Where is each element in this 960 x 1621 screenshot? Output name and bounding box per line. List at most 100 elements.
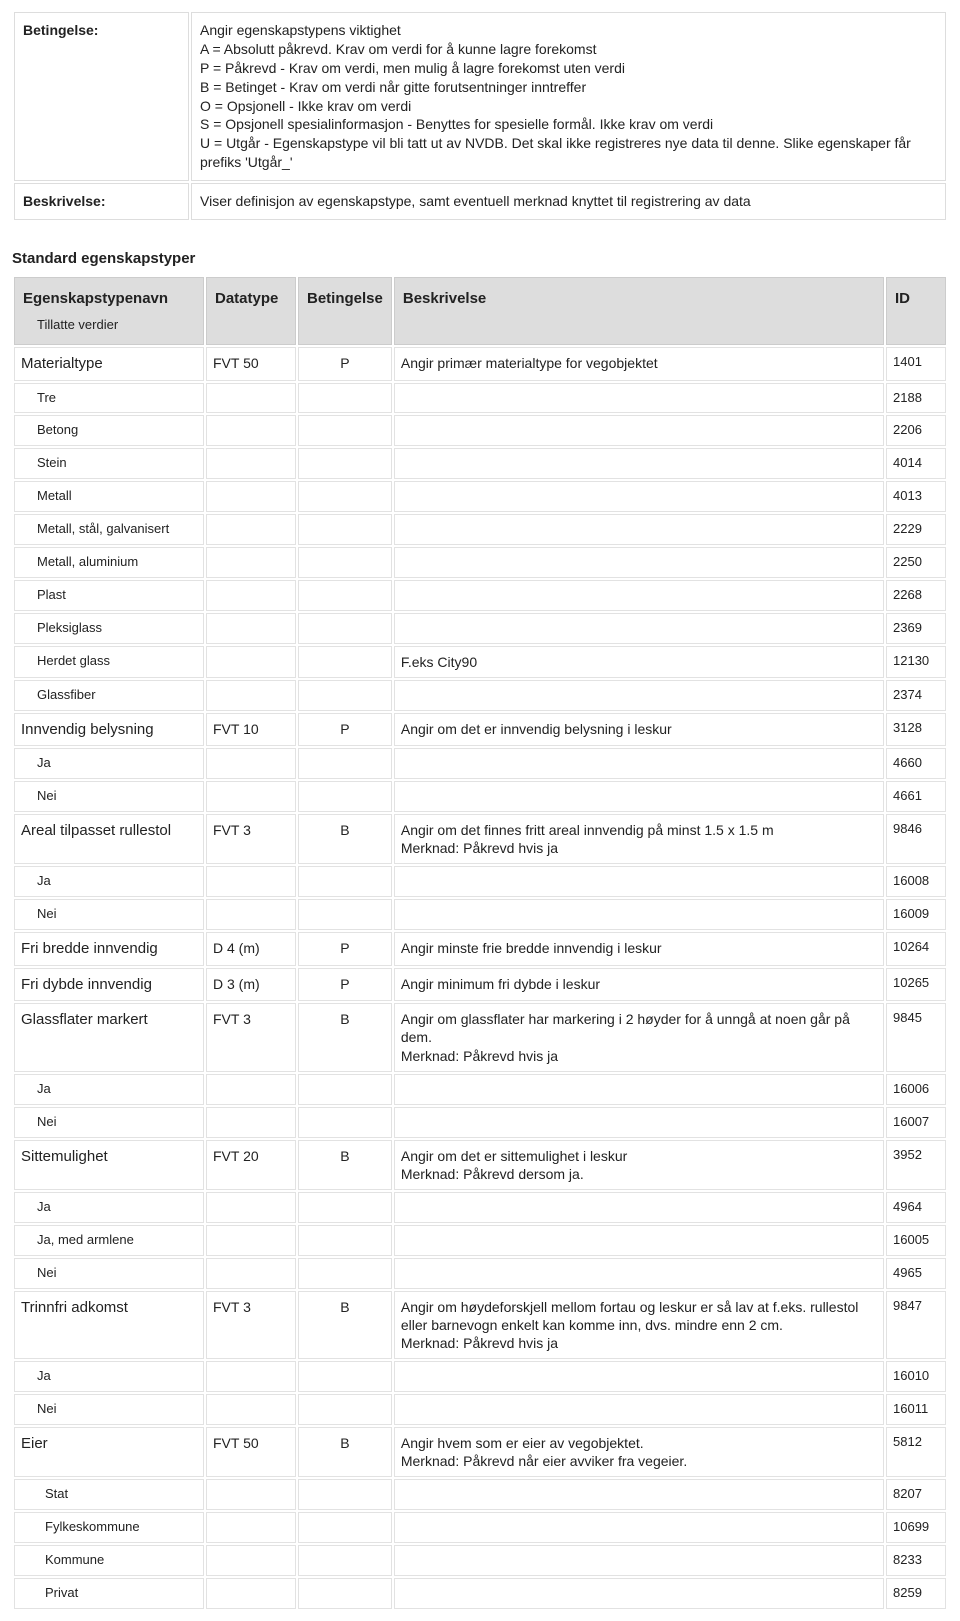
cell-bet: B bbox=[298, 1291, 392, 1360]
cell-bet bbox=[298, 899, 392, 930]
cell-bet bbox=[298, 1192, 392, 1223]
cell-desc: Angir om høydeforskjell mellom fortau og… bbox=[394, 1291, 884, 1360]
cell-name: Nei bbox=[14, 1107, 204, 1138]
cell-id: 12130 bbox=[886, 646, 946, 678]
allowed-value-row: Fylkeskommune10699 bbox=[14, 1512, 946, 1543]
definition-value: Viser definisjon av egenskapstype, samt … bbox=[191, 183, 946, 220]
cell-datatype bbox=[206, 514, 296, 545]
cell-desc: Angir om det er innvendig belysning i le… bbox=[394, 713, 884, 747]
allowed-value-row: Ja16008 bbox=[14, 866, 946, 897]
cell-name: Materialtype bbox=[14, 347, 204, 381]
cell-datatype bbox=[206, 580, 296, 611]
section-title: Standard egenskapstyper bbox=[12, 250, 948, 267]
cell-datatype bbox=[206, 1394, 296, 1425]
cell-name: Metall, aluminium bbox=[14, 547, 204, 578]
cell-datatype bbox=[206, 1545, 296, 1576]
cell-desc bbox=[394, 1107, 884, 1138]
col-header-name-label: Egenskapstypenavn bbox=[23, 290, 168, 307]
cell-datatype: D 3 (m) bbox=[206, 968, 296, 1002]
cell-id: 4661 bbox=[886, 781, 946, 812]
allowed-value-row: Nei16009 bbox=[14, 899, 946, 930]
cell-datatype bbox=[206, 1578, 296, 1609]
cell-desc bbox=[394, 415, 884, 446]
cell-bet bbox=[298, 866, 392, 897]
cell-bet bbox=[298, 1361, 392, 1392]
cell-desc bbox=[394, 547, 884, 578]
cell-datatype bbox=[206, 1107, 296, 1138]
cell-desc bbox=[394, 1512, 884, 1543]
cell-bet bbox=[298, 1545, 392, 1576]
cell-datatype bbox=[206, 1225, 296, 1256]
cell-bet bbox=[298, 448, 392, 479]
allowed-value-row: Ja16010 bbox=[14, 1361, 946, 1392]
cell-desc bbox=[394, 1361, 884, 1392]
cell-bet: P bbox=[298, 347, 392, 381]
allowed-value-row: Kommune8233 bbox=[14, 1545, 946, 1576]
col-header-name: Egenskapstypenavn Tillatte verdier bbox=[14, 277, 204, 345]
cell-name: Ja bbox=[14, 1361, 204, 1392]
allowed-value-row: Nei16011 bbox=[14, 1394, 946, 1425]
cell-bet bbox=[298, 1578, 392, 1609]
cell-bet bbox=[298, 1258, 392, 1289]
cell-datatype: D 4 (m) bbox=[206, 932, 296, 966]
cell-bet bbox=[298, 481, 392, 512]
cell-bet bbox=[298, 781, 392, 812]
definition-label: Beskrivelse: bbox=[14, 183, 189, 220]
cell-name: Sittemulighet bbox=[14, 1140, 204, 1190]
cell-id: 16011 bbox=[886, 1394, 946, 1425]
cell-bet bbox=[298, 1107, 392, 1138]
cell-datatype bbox=[206, 1361, 296, 1392]
cell-id: 16009 bbox=[886, 899, 946, 930]
cell-name: Innvendig belysning bbox=[14, 713, 204, 747]
cell-id: 9847 bbox=[886, 1291, 946, 1360]
cell-datatype bbox=[206, 781, 296, 812]
cell-datatype bbox=[206, 547, 296, 578]
cell-datatype: FVT 3 bbox=[206, 1291, 296, 1360]
cell-desc bbox=[394, 1074, 884, 1105]
cell-bet bbox=[298, 547, 392, 578]
definition-label: Betingelse: bbox=[14, 12, 189, 181]
cell-name: Trinnfri adkomst bbox=[14, 1291, 204, 1360]
cell-bet bbox=[298, 680, 392, 711]
allowed-value-row: Ja, med armlene16005 bbox=[14, 1225, 946, 1256]
cell-id: 5812 bbox=[886, 1427, 946, 1477]
cell-desc bbox=[394, 680, 884, 711]
cell-name: Plast bbox=[14, 580, 204, 611]
definition-table: Betingelse:Angir egenskapstypens viktigh… bbox=[12, 10, 948, 222]
cell-desc bbox=[394, 383, 884, 414]
cell-desc bbox=[394, 1225, 884, 1256]
cell-name: Ja bbox=[14, 1074, 204, 1105]
cell-id: 8207 bbox=[886, 1479, 946, 1510]
cell-desc bbox=[394, 781, 884, 812]
cell-bet: B bbox=[298, 1003, 392, 1072]
cell-id: 4964 bbox=[886, 1192, 946, 1223]
cell-datatype: FVT 50 bbox=[206, 1427, 296, 1477]
cell-id: 10264 bbox=[886, 932, 946, 966]
cell-name: Betong bbox=[14, 415, 204, 446]
cell-bet bbox=[298, 383, 392, 414]
cell-datatype: FVT 3 bbox=[206, 1003, 296, 1072]
cell-datatype: FVT 20 bbox=[206, 1140, 296, 1190]
cell-id: 10699 bbox=[886, 1512, 946, 1543]
allowed-value-row: Pleksiglass2369 bbox=[14, 613, 946, 644]
cell-bet bbox=[298, 1225, 392, 1256]
cell-id: 2250 bbox=[886, 547, 946, 578]
cell-desc bbox=[394, 1545, 884, 1576]
cell-id: 2268 bbox=[886, 580, 946, 611]
allowed-value-row: Nei4965 bbox=[14, 1258, 946, 1289]
cell-desc bbox=[394, 748, 884, 779]
property-row: Trinnfri adkomstFVT 3BAngir om høydefors… bbox=[14, 1291, 946, 1360]
cell-desc: Angir om det finnes fritt areal innvendi… bbox=[394, 814, 884, 864]
property-row: Innvendig belysningFVT 10PAngir om det e… bbox=[14, 713, 946, 747]
cell-datatype bbox=[206, 748, 296, 779]
cell-id: 9845 bbox=[886, 1003, 946, 1072]
cell-name: Pleksiglass bbox=[14, 613, 204, 644]
allowed-value-row: Ja4964 bbox=[14, 1192, 946, 1223]
cell-datatype bbox=[206, 1512, 296, 1543]
cell-desc bbox=[394, 448, 884, 479]
cell-datatype bbox=[206, 448, 296, 479]
cell-desc bbox=[394, 1192, 884, 1223]
cell-name: Metall bbox=[14, 481, 204, 512]
cell-datatype bbox=[206, 866, 296, 897]
cell-datatype bbox=[206, 1192, 296, 1223]
